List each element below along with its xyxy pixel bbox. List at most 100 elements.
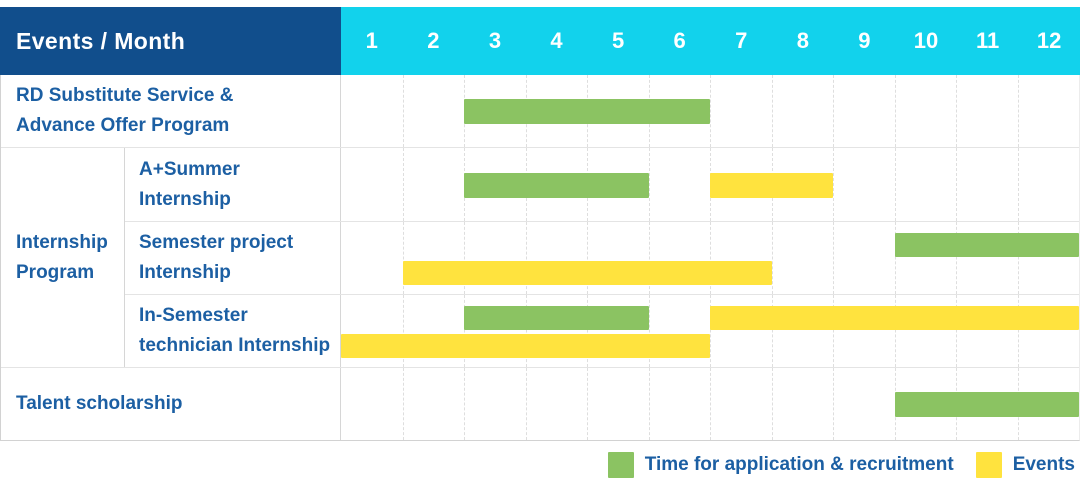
gantt-row: RD Substitute Service & Advance Offer Pro… [1,75,1079,148]
timeline-cell [341,222,1079,294]
row-label: In-Semester technician Internship [125,295,341,367]
month-header-cell: 7 [735,28,748,53]
month-gridline [402,222,404,294]
month-gridline [771,222,773,294]
recruitment-bar [464,172,649,198]
month-gridline [464,295,465,367]
month-gridline [894,148,896,221]
month-gridline [710,75,711,147]
month-gridline [771,295,773,367]
legend-item: Time for application & recruitment [607,452,954,478]
month-gridline [402,75,404,147]
month-gridline [587,368,588,440]
row-label-line: RD Substitute Service & [16,85,234,106]
row-label-line: Talent scholarship [16,393,183,414]
row-label-line: Program [16,261,95,283]
gantt-row: In-Semester technician Internship [125,295,1079,367]
month-gridline [648,368,650,440]
gantt-row: A+Summer Internship [125,148,1079,222]
month-gridline [894,222,896,294]
gantt-group-row: Internship Program A+Summer Internship Semes… [1,148,1079,368]
row-label-line: technician Internship [139,335,331,356]
month-gridline [648,295,650,367]
recruitment-bar [464,306,649,330]
gantt-row: Semester project Internship [125,222,1079,295]
month-gridline [525,295,527,367]
month-gridline [771,75,773,147]
month-gridline [1017,222,1019,294]
legend-label: Events [1012,454,1075,475]
row-label-line: Internship [139,188,231,210]
month-header-cell: 4 [550,28,563,53]
month-header-cell: 3 [488,28,502,53]
month-header: 1 2 3 4 5 6 7 8 9 10 11 12 [341,7,1080,75]
group-rows: A+Summer Internship Semester project Intern… [125,148,1079,367]
row-label-line: In-Semester [139,305,248,326]
month-gridline [402,148,404,221]
month-gridline [833,75,834,147]
month-gridline [402,295,404,367]
month-gridline [464,222,465,294]
header-row: Events / Month 1 2 3 4 5 6 7 8 9 10 11 12 [0,7,1080,75]
row-label-line: Semester project [139,232,294,253]
month-header-cell: 5 [611,28,625,53]
row-label: Semester project Internship [125,222,341,294]
month-gridline [525,222,527,294]
timeline-cell [341,368,1079,440]
header-title: Events / Month [0,7,341,75]
timeline-cell [341,295,1079,367]
gantt-body: RD Substitute Service & Advance Offer Pro… [0,75,1080,441]
month-gridline [833,295,834,367]
events-bar [341,334,710,358]
gantt-row: Talent scholarship [1,368,1079,440]
month-gridline [648,148,650,221]
month-gridline [771,368,773,440]
row-label-line: Advance Offer Program [16,115,230,136]
month-gridline [956,295,957,367]
legend-label: Time for application & recruitment [644,454,954,475]
events-bar [710,172,833,198]
legend: Time for application & recruitment Events [607,452,1075,478]
month-gridline [833,148,834,221]
month-gridline [525,368,527,440]
row-label-line: A+Summer [139,158,240,180]
month-gridline [710,295,711,367]
month-gridline [587,295,588,367]
events-bar [710,306,1079,330]
events-bar [402,261,772,285]
row-label: Talent scholarship [1,368,341,440]
month-gridline [894,295,896,367]
recruitment-bar [894,233,1079,257]
month-gridline [587,222,588,294]
row-label-line: Internship [16,231,108,253]
month-header-cell: 6 [673,28,686,53]
month-header-cell: 11 [975,28,1000,53]
recruitment-bar [464,99,710,124]
green-legend-swatch [607,452,634,478]
month-gridline [894,75,896,147]
row-label: A+Summer Internship [125,148,341,221]
month-header-cell: 9 [858,28,871,53]
month-header-cell: 10 [913,28,939,53]
month-gridline [402,368,404,440]
gantt-table: Events / Month 1 2 3 4 5 6 7 8 9 10 11 12 RD Substi… [0,7,1080,441]
month-gridline [956,148,957,221]
month-gridline [1017,148,1019,221]
month-gridline [1017,75,1019,147]
month-header-cell: 8 [796,28,809,53]
month-gridline [648,222,650,294]
month-gridline [833,222,834,294]
month-header-cell: 2 [427,28,440,53]
month-gridline [710,368,711,440]
recruitment-bar [894,392,1079,417]
month-header-cell: 1 [365,28,378,53]
legend-item: Events [975,452,1075,478]
month-gridline [1017,295,1019,367]
yellow-legend-swatch [975,452,1002,478]
timeline-cell [341,148,1079,221]
month-gridline [833,368,834,440]
row-label: RD Substitute Service & Advance Offer Pro… [1,75,341,147]
month-gridline [956,222,957,294]
group-label: Internship Program [1,148,125,367]
